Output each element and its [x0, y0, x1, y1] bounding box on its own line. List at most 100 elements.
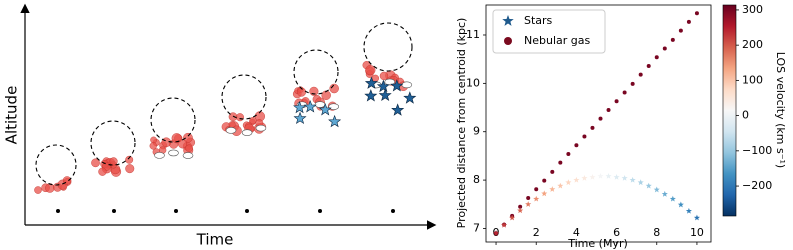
gas-point [526, 195, 531, 200]
cloud [314, 101, 326, 108]
gas-blob [379, 71, 389, 81]
gas-point [566, 151, 571, 156]
y-tick-label: 7 [473, 221, 480, 234]
bubble [150, 97, 196, 143]
star-point [661, 190, 668, 197]
star-point [605, 173, 612, 179]
colorbar [722, 4, 737, 217]
cloud [225, 127, 237, 134]
star-point [581, 174, 588, 181]
legend-label: Stars [524, 14, 553, 27]
gas-point [558, 160, 563, 165]
star-point [685, 207, 692, 214]
legend-label: Nebular gas [524, 34, 590, 47]
gas-point [694, 11, 699, 16]
cloud [168, 149, 179, 157]
gas-point [614, 99, 619, 104]
gas-point [662, 46, 667, 51]
cloud [154, 152, 165, 159]
plot-frame [485, 4, 712, 243]
gas-point [606, 107, 611, 112]
star-point [541, 190, 548, 197]
gas-blob [125, 155, 134, 164]
star-icon [403, 91, 417, 104]
star-point [653, 186, 660, 193]
cloud [384, 78, 396, 86]
dot [245, 209, 249, 213]
axis-label: Altitude [3, 86, 21, 145]
star-icon [391, 103, 405, 116]
colorbar-tick-label: 300 [742, 3, 763, 16]
star-point [493, 230, 500, 236]
legend-marker [502, 15, 514, 26]
gas-blob [371, 74, 380, 82]
x-axis-label: Time (Myr) [567, 237, 628, 250]
star-point [645, 182, 652, 189]
gas-point [534, 187, 539, 192]
bubble [221, 74, 267, 120]
star-point [549, 186, 556, 192]
gas-point [686, 19, 691, 24]
star-point [533, 195, 540, 202]
gas-point [574, 143, 579, 148]
star-point [677, 201, 684, 208]
y-tick-label: 10 [466, 76, 480, 89]
star-icon [364, 89, 378, 102]
legend-box [492, 9, 606, 54]
x-tick-label: 4 [573, 226, 580, 239]
star-icon [378, 88, 392, 101]
gas-blob [321, 90, 331, 100]
x-tick-label: 10 [690, 226, 704, 239]
star-icon [293, 111, 307, 125]
star-point [525, 201, 532, 207]
gas-point [622, 90, 627, 95]
schematic: Altitude Time [3, 3, 437, 249]
gas-blob [98, 167, 107, 176]
gas-blob [125, 164, 135, 174]
gas-blob [185, 144, 193, 152]
star-point [629, 176, 636, 183]
star-icon [303, 100, 317, 113]
gas-blob [329, 83, 339, 94]
gas-blob [150, 136, 157, 144]
colorbar-tick-label: −200 [742, 179, 772, 192]
star-point [637, 179, 644, 186]
star-point [557, 182, 564, 189]
dot [391, 209, 395, 213]
colorbar-tick-label: 200 [742, 38, 763, 51]
gas-point [630, 81, 635, 86]
star-icon [318, 103, 332, 116]
x-tick-label: 6 [613, 226, 620, 239]
gas-point [590, 125, 595, 130]
dot [56, 209, 60, 213]
y-tick-label: 11 [466, 28, 480, 41]
star-icon [390, 79, 404, 92]
colorbar-tick-label: −100 [742, 144, 772, 157]
gas-blob [235, 113, 244, 122]
gas-blob [183, 132, 193, 143]
star-point [517, 207, 524, 214]
axis-label: Time [196, 231, 234, 249]
cloud [241, 129, 253, 136]
gas-blob [171, 133, 182, 144]
gas-point [638, 72, 643, 77]
gas-blob [45, 183, 55, 193]
star-point [669, 195, 676, 202]
gas-point [678, 28, 683, 33]
star-point [573, 176, 580, 183]
colorbar-tick-label: 100 [742, 73, 763, 86]
star-icon [293, 100, 307, 114]
star-icon [364, 76, 378, 89]
y-tick-label: 8 [473, 173, 480, 186]
gas-blob [365, 65, 376, 76]
y-axis-label: Projected distance from centroid (kpc) [455, 18, 468, 229]
bubble [293, 49, 339, 95]
star-icon [376, 79, 390, 93]
gas-point [550, 169, 555, 174]
gas-point [670, 37, 675, 42]
gas-point [518, 204, 523, 209]
gas-point [598, 116, 603, 121]
star-point [613, 173, 620, 180]
gas-blob [109, 157, 118, 166]
